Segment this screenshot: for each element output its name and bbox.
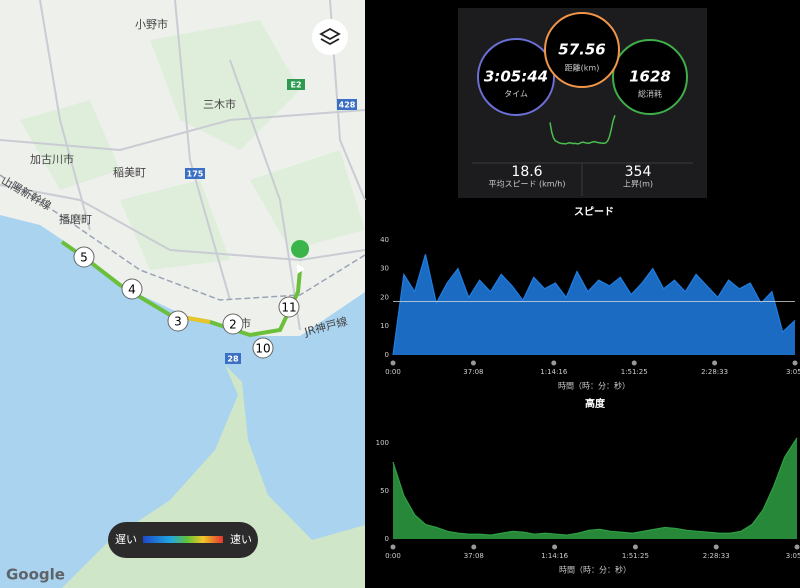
road-sign: 28 bbox=[227, 355, 239, 364]
x-axis-label: 時間（時：分：秒） bbox=[558, 381, 630, 391]
x-tick-dot bbox=[390, 544, 396, 550]
x-tick-dot bbox=[631, 360, 637, 366]
place-label: 市 bbox=[240, 316, 251, 330]
place-label: 三木市 bbox=[203, 97, 236, 111]
map[interactable]: 小野市 三木市 加古川市 稲美町 播磨町 市 E2 428 175 28 JR神… bbox=[0, 0, 366, 588]
y-tick-label: 40 bbox=[380, 236, 389, 244]
lap-marker: 2 bbox=[229, 318, 237, 332]
chart-title: 高度 bbox=[585, 397, 606, 410]
x-tick-dot bbox=[794, 544, 800, 550]
area-line bbox=[392, 254, 796, 356]
lap-marker: 5 bbox=[80, 251, 88, 265]
x-tick-label: 37:08 bbox=[463, 368, 483, 376]
x-tick-dot bbox=[712, 360, 718, 366]
x-tick-dot bbox=[632, 544, 638, 550]
stat-value: 57.56 bbox=[558, 41, 605, 59]
mini-elevation bbox=[549, 115, 616, 145]
y-tick-label: 50 bbox=[380, 487, 389, 495]
road-sign: 428 bbox=[339, 101, 356, 110]
chart-title: スピード bbox=[574, 206, 614, 218]
stat-label: 上昇(m) bbox=[623, 180, 653, 189]
attribution: Google bbox=[6, 566, 65, 584]
x-tick-label: 1:51:25 bbox=[622, 552, 649, 560]
stat-label: 総消耗 bbox=[638, 89, 662, 99]
legend-fast: 速い bbox=[230, 533, 252, 546]
x-tick-label: 1:51:25 bbox=[621, 368, 648, 376]
x-tick-label: 3:05:4 bbox=[786, 552, 800, 560]
y-tick-label: 0 bbox=[385, 351, 389, 359]
stat-label: 距離(km) bbox=[565, 63, 600, 73]
lap-marker: 3 bbox=[174, 315, 182, 329]
x-tick-label: 1:14:16 bbox=[540, 368, 568, 376]
lap-marker: 4 bbox=[128, 283, 136, 297]
x-tick-label: 0:00 bbox=[385, 552, 401, 560]
stat-label: 平均スピード (km/h) bbox=[489, 179, 566, 189]
x-tick-dot bbox=[471, 544, 477, 550]
x-tick-dot bbox=[470, 360, 476, 366]
place-label: 播磨町 bbox=[59, 212, 92, 226]
x-tick-dot bbox=[552, 544, 558, 550]
stat-value: 354 bbox=[625, 164, 652, 180]
road-sign: 175 bbox=[187, 170, 204, 179]
stat-label: タイム bbox=[504, 90, 528, 99]
x-tick-dot bbox=[551, 360, 557, 366]
x-tick-label: 37:08 bbox=[464, 552, 484, 560]
lap-marker: 10 bbox=[255, 342, 270, 356]
y-tick-label: 20 bbox=[380, 293, 389, 301]
area-fill bbox=[393, 254, 795, 355]
x-tick-label: 2:28:33 bbox=[701, 368, 728, 376]
x-tick-label: 3:05: bbox=[786, 368, 800, 376]
layers-button[interactable] bbox=[312, 19, 348, 55]
x-tick-dot bbox=[792, 360, 798, 366]
legend-slow: 遅い bbox=[115, 533, 137, 546]
x-tick-label: 0:00 bbox=[385, 368, 401, 376]
y-tick-label: 30 bbox=[380, 265, 389, 273]
x-tick-label: 1:14:16 bbox=[541, 552, 569, 560]
area-fill bbox=[393, 437, 797, 539]
x-axis-label: 時間（時：分：秒） bbox=[559, 565, 631, 575]
area-line bbox=[392, 437, 798, 536]
place-label: 稲美町 bbox=[113, 166, 146, 179]
x-tick-dot bbox=[390, 360, 396, 366]
x-tick-dot bbox=[713, 544, 719, 550]
y-tick-label: 100 bbox=[376, 439, 389, 447]
stat-value: 18.6 bbox=[511, 164, 542, 180]
lap-marker: 11 bbox=[281, 301, 296, 315]
place-label: 加古川市 bbox=[30, 152, 74, 166]
stat-value: 3:05:44 bbox=[484, 68, 548, 86]
y-tick-label: 10 bbox=[380, 322, 389, 330]
x-tick-label: 2:28:33 bbox=[703, 552, 730, 560]
y-tick-label: 0 bbox=[385, 535, 389, 543]
stat-value: 1628 bbox=[629, 68, 671, 86]
road-sign: E2 bbox=[290, 81, 301, 90]
place-label: 小野市 bbox=[135, 17, 168, 31]
